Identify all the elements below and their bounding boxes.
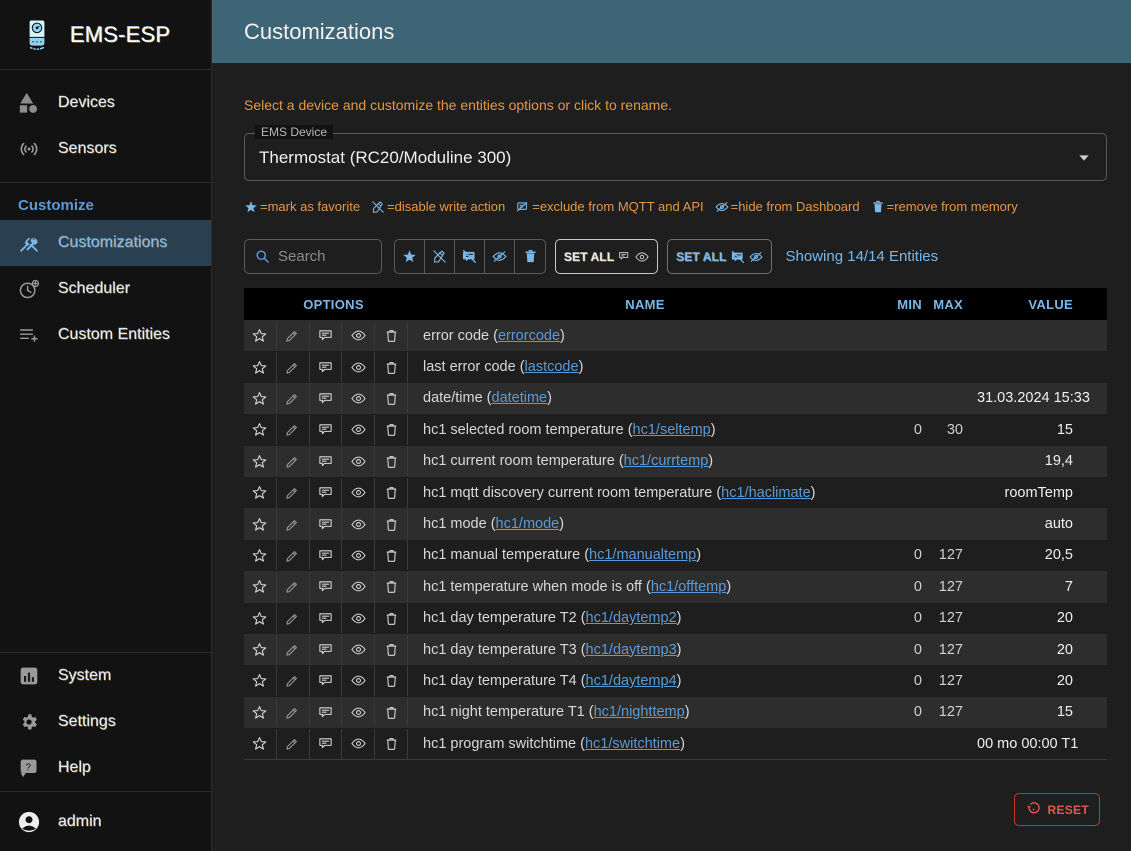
svg-text:?: ? xyxy=(25,763,31,774)
